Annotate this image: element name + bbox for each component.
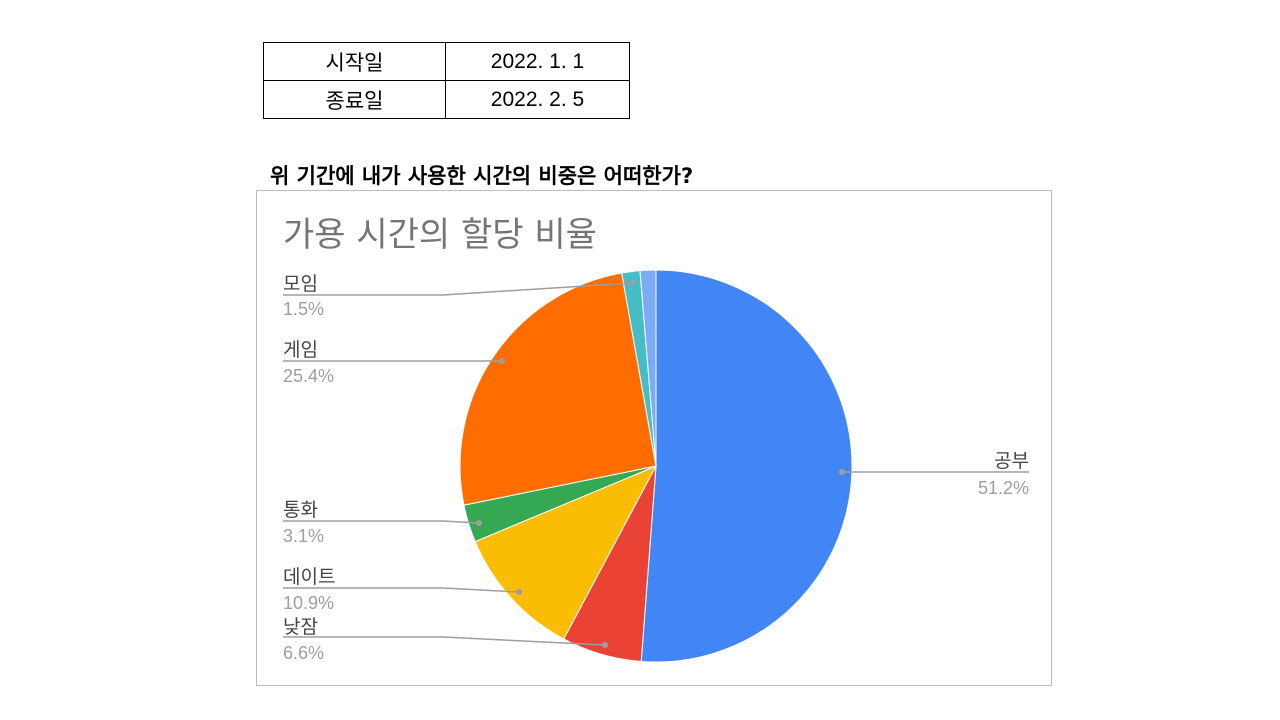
slice-percent-공부: 51.2% <box>978 478 1029 498</box>
pie-chart: 가용 시간의 할당 비율 공부 51.2% 낮잠 6.6% 데이트 10.9% 통화 3.1%… <box>283 215 1029 663</box>
end-date-value: 2022. 2. 5 <box>445 80 630 119</box>
callout-dot-모임 <box>629 280 635 286</box>
chart-title: 가용 시간의 할당 비율 <box>283 215 597 255</box>
question-heading: 위 기간에 내가 사용한 시간의 비중은 어떠한가? <box>270 164 694 188</box>
pie-slice-공부[interactable] <box>640 269 853 663</box>
table-row: 시작일 2022. 1. 1 <box>263 42 630 81</box>
callout-dot-낮잠 <box>602 642 608 648</box>
slice-label-통화: 통화 <box>283 499 318 521</box>
start-date-label: 시작일 <box>263 42 446 81</box>
callout-line-통화 <box>283 520 480 524</box>
slice-percent-게임: 25.4% <box>283 366 334 386</box>
callout-dot-게임 <box>499 358 505 364</box>
slice-label-게임: 게임 <box>283 339 318 361</box>
pie-slice-데이트[interactable] <box>474 464 658 640</box>
start-date-value: 2022. 1. 1 <box>445 42 630 81</box>
slice-label-데이트: 데이트 <box>283 566 335 588</box>
end-date-label: 종료일 <box>263 80 446 119</box>
slice-percent-통화: 3.1% <box>283 526 324 546</box>
callout-line-데이트 <box>283 587 520 593</box>
callout-dot-통화 <box>476 520 482 526</box>
slice-percent-낮잠: 6.6% <box>283 643 324 663</box>
callout-line-낮잠 <box>283 636 606 646</box>
slice-percent-데이트: 10.9% <box>283 593 334 613</box>
pie-slice-게임[interactable] <box>459 272 657 506</box>
chart-frame: 가용 시간의 할당 비율 공부 51.2% 낮잠 6.6% 데이트 10.9% 통화 3.1%… <box>256 190 1052 686</box>
slice-percent-모임: 1.5% <box>283 299 324 319</box>
callout-dot-데이트 <box>516 589 522 595</box>
slice-label-모임: 모임 <box>283 273 318 295</box>
slice-label-낮잠: 낮잠 <box>283 616 318 638</box>
slice-label-공부: 공부 <box>994 450 1029 472</box>
callout-dot-공부 <box>839 469 845 475</box>
table-row: 종료일 2022. 2. 5 <box>263 80 630 119</box>
callout-line-모임 <box>283 282 633 296</box>
period-table: 시작일 2022. 1. 1 종료일 2022. 2. 5 <box>263 42 630 119</box>
pie-slice-other[interactable] <box>639 269 657 467</box>
